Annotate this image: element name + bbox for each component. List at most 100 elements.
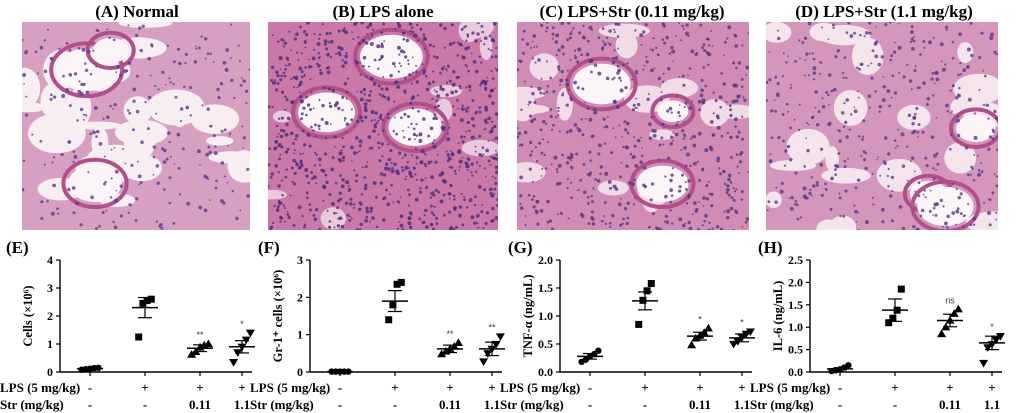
data-point <box>889 314 897 322</box>
significance-label: ** <box>196 330 204 340</box>
treatment-label-lps: LPS (5 mg/kg) <box>0 380 81 395</box>
significance-label: * <box>698 314 702 324</box>
treatment-value-lps: - <box>87 380 93 395</box>
data-point <box>495 333 505 342</box>
treatment-label-str: Str (mg/kg) <box>0 397 64 412</box>
data-point <box>687 340 697 349</box>
treatment-value-lps: + <box>891 380 899 395</box>
data-point <box>393 280 401 288</box>
y-tick-label: 1 <box>47 337 53 351</box>
data-point <box>983 344 993 352</box>
y-axis-label: Gr-1⁺ cells (×10⁶) <box>271 270 285 363</box>
treatment-value-lps: - <box>837 380 843 395</box>
y-tick-label: 0.5 <box>538 337 553 351</box>
y-axis-label: TNF-α (ng/mL) <box>521 274 535 357</box>
treatment-value-lps: + <box>641 380 649 395</box>
treatment-label-lps: LPS (5 mg/kg) <box>500 380 581 395</box>
treatment-value-str: 1.1 <box>733 397 751 412</box>
significance-label: * <box>240 319 244 329</box>
micrograph-texture <box>766 22 998 230</box>
treatment-value-str: - <box>642 397 648 412</box>
treatment-value-str: - <box>87 397 93 412</box>
panel-letter-g: (G) <box>508 238 533 257</box>
treatment-value-str: - <box>142 397 148 412</box>
micrograph-texture <box>517 22 749 230</box>
data-point <box>139 299 147 307</box>
micrograph-title-d: (D) LPS+Str (1.1 mg/kg) <box>795 2 973 21</box>
data-point <box>483 350 493 358</box>
data-point <box>729 340 739 349</box>
y-tick-label: 2.0 <box>538 253 553 267</box>
data-point <box>479 358 489 367</box>
y-tick-label: 0 <box>297 365 303 379</box>
treatment-row-lps: LPS (5 mg/kg) - + + + <box>0 380 1024 396</box>
data-point <box>187 350 197 358</box>
data-point <box>937 329 947 338</box>
treatment-value-str: 1.1 <box>233 397 251 412</box>
treatment-value-lps: + <box>488 380 496 395</box>
treatment-label-str: Str (mg/kg) <box>250 397 314 412</box>
y-tick-label: 0 <box>47 365 53 379</box>
y-tick-label: 3 <box>47 281 53 295</box>
treatment-value-str: 1.1 <box>983 397 1001 412</box>
data-point <box>949 309 959 317</box>
significance-label: * <box>990 322 994 332</box>
treatment-value-str: - <box>837 397 843 412</box>
micrograph-texture <box>268 22 498 230</box>
y-tick-label: 3 <box>297 253 303 267</box>
micrograph-texture <box>22 22 250 230</box>
significance-label: ** <box>446 329 454 339</box>
y-tick-label: 2 <box>47 309 53 323</box>
data-point <box>953 304 963 313</box>
data-point <box>437 349 447 358</box>
treatment-row-str: Str (mg/kg) - - 0.11 1.1 <box>0 397 1024 413</box>
data-point <box>389 301 397 309</box>
treatment-value-str: 0.11 <box>688 397 712 412</box>
treatment-value-lps: + <box>696 380 704 395</box>
micrograph-a <box>22 22 250 230</box>
data-point <box>643 287 651 295</box>
treatment-row-lps: LPS (5 mg/kg) - + + + <box>0 380 1024 396</box>
data-point <box>995 333 1005 341</box>
panel-letter-e: (E) <box>6 238 29 257</box>
treatment-label-lps: LPS (5 mg/kg) <box>250 380 331 395</box>
significance-label: ns <box>945 295 955 305</box>
micrograph-title-c: (C) LPS+Str (0.11 mg/kg) <box>539 2 725 21</box>
y-tick-label: 4 <box>47 253 53 267</box>
treatment-value-str: 0.11 <box>188 397 212 412</box>
y-tick-label: 2.5 <box>788 253 803 267</box>
treatment-value-lps: - <box>587 380 593 395</box>
treatment-value-lps: + <box>196 380 204 395</box>
y-tick-label: 0.0 <box>788 365 803 379</box>
treatment-row-str: Str (mg/kg) - - 0.11 1.1 <box>0 397 1024 413</box>
treatment-label-lps: LPS (5 mg/kg) <box>750 380 831 395</box>
treatment-value-str: 0.11 <box>438 397 462 412</box>
data-point <box>147 295 155 303</box>
treatment-value-str: - <box>587 397 593 412</box>
micrograph-b <box>268 22 498 230</box>
treatment-value-str: - <box>392 397 398 412</box>
significance-label: ** <box>488 323 496 333</box>
treatment-value-str: - <box>337 397 343 412</box>
y-tick-label: 2 <box>297 290 303 304</box>
y-axis-label: IL-6 (ng/mL) <box>771 281 785 352</box>
data-point <box>885 319 893 327</box>
micrograph-title-a: (A) Normal <box>95 2 179 21</box>
data-point <box>491 340 501 349</box>
treatment-label-str: Str (mg/kg) <box>500 397 564 412</box>
data-point <box>991 336 1001 345</box>
y-tick-label: 1.5 <box>788 298 803 312</box>
treatment-value-str: 1.1 <box>483 397 501 412</box>
y-tick-label: 1.0 <box>538 309 553 323</box>
chart-f: 0 1 2 3 Gr-1⁺ cells (×10⁶) ** ** <box>271 253 505 379</box>
micrograph-title-b: (B) LPS alone <box>332 2 434 21</box>
data-point <box>897 285 905 293</box>
y-tick-label: 2.0 <box>788 275 803 289</box>
data-point <box>385 316 393 324</box>
y-tick-label: 1 <box>297 328 303 342</box>
data-point <box>845 362 852 369</box>
treatment-value-lps: + <box>738 380 746 395</box>
data-point <box>635 320 643 328</box>
panel-letter-h: (H) <box>758 238 783 257</box>
